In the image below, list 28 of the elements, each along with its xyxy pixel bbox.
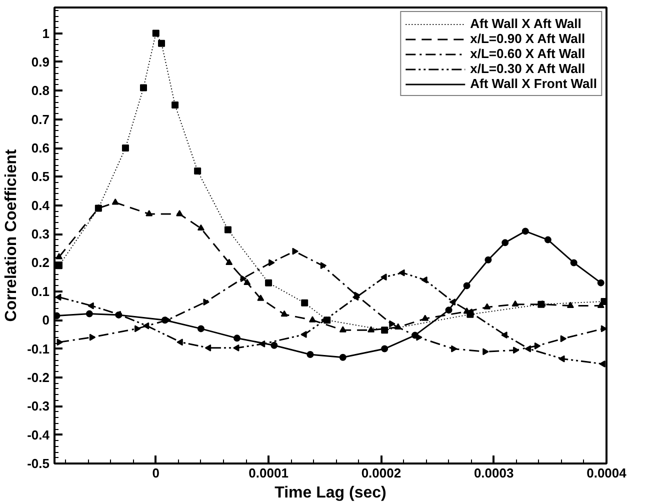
y-tick-label: -0.2 [27,370,50,385]
y-tick-label: -0.1 [27,341,50,356]
x-axis-title: Time Lag (sec) [274,484,386,502]
y-tick-label: 0.8 [31,83,50,98]
x-tick-label: 0.0002 [361,466,402,480]
y-tick-label: 0.9 [31,54,50,70]
legend-label: x/L=0.90 X Aft Wall [470,31,586,46]
y-tick-label: 0 [42,312,50,328]
y-tick-label: -0.4 [27,427,50,442]
legend-label: Aft Wall X Aft Wall [470,16,582,31]
y-tick-label: 0.5 [31,169,50,184]
legend-label: x/L=0.60 X Aft Wall [470,46,586,61]
legend-label: Aft Wall X Front Wall [470,76,597,91]
y-tick-label: 0.6 [31,140,50,156]
x-tick-label: 0.0001 [248,466,288,480]
y-axis-title: Correlation Coefficient [3,148,20,322]
y-tick-label: 0.7 [31,112,50,127]
y-tick-label: -0.3 [27,398,50,414]
y-tick-label: 1 [42,26,50,41]
x-tick-label: 0 [152,466,160,480]
y-tick-label: -0.5 [27,456,50,471]
x-tick-label: 0.0004 [586,466,628,480]
y-tick-label: 0.3 [31,226,50,242]
x-tick-label: 0.0003 [474,466,514,480]
legend-label: x/L=0.30 X Aft Wall [470,61,586,76]
y-tick-label: 0.1 [31,284,50,299]
y-tick-label: 0.4 [31,198,50,213]
y-tick-label: 0.2 [31,255,50,270]
